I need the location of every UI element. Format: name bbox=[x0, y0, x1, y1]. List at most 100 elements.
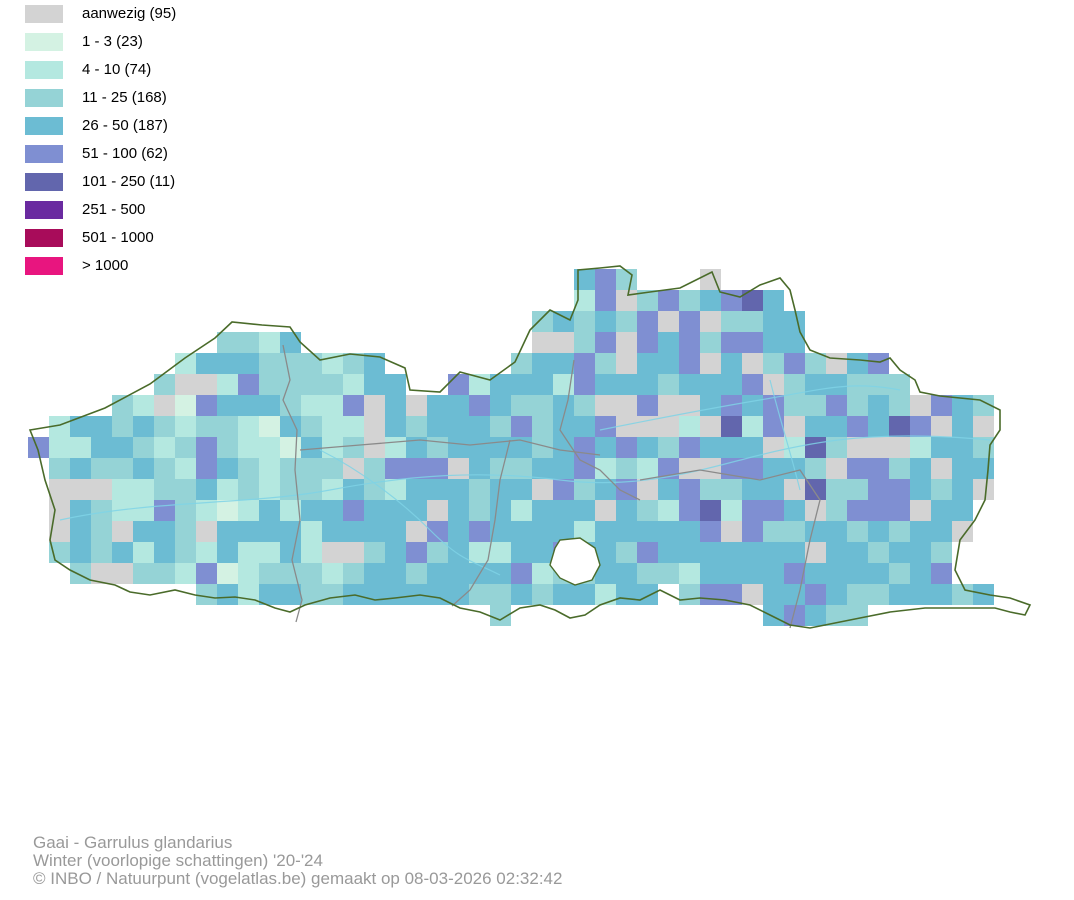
grid-cell bbox=[259, 416, 280, 437]
grid-cell bbox=[868, 500, 889, 521]
grid-cell bbox=[805, 605, 826, 626]
grid-cell bbox=[805, 521, 826, 542]
grid-cell bbox=[595, 584, 616, 605]
grid-cell bbox=[49, 458, 70, 479]
grid-cell bbox=[595, 479, 616, 500]
grid-cell bbox=[385, 521, 406, 542]
grid-cell bbox=[406, 500, 427, 521]
grid-cell bbox=[658, 437, 679, 458]
grid-cell bbox=[784, 374, 805, 395]
grid-cell bbox=[679, 542, 700, 563]
grid-cell bbox=[259, 332, 280, 353]
grid-cell bbox=[217, 353, 238, 374]
grid-cell bbox=[721, 353, 742, 374]
grid-cell bbox=[490, 584, 511, 605]
grid-cell bbox=[49, 521, 70, 542]
grid-cell bbox=[364, 563, 385, 584]
grid-cell bbox=[448, 416, 469, 437]
grid-cell bbox=[553, 416, 574, 437]
grid-cell bbox=[322, 500, 343, 521]
grid-cell bbox=[784, 563, 805, 584]
grid-cell bbox=[532, 542, 553, 563]
grid-cell bbox=[49, 479, 70, 500]
grid-cell bbox=[637, 500, 658, 521]
grid-cell bbox=[847, 458, 868, 479]
grid-cell bbox=[616, 542, 637, 563]
grid-cell bbox=[826, 563, 847, 584]
grid-cell bbox=[784, 395, 805, 416]
legend-label: 251 - 500 bbox=[82, 201, 146, 218]
grid-cell bbox=[490, 395, 511, 416]
grid-cell bbox=[448, 521, 469, 542]
grid-cell bbox=[112, 500, 133, 521]
grid-cell bbox=[322, 395, 343, 416]
grid-cell bbox=[826, 458, 847, 479]
grid-cell bbox=[259, 458, 280, 479]
distribution-map bbox=[28, 265, 1032, 629]
grid-cell bbox=[91, 521, 112, 542]
grid-cell bbox=[721, 332, 742, 353]
grid-cell bbox=[448, 479, 469, 500]
grid-cell bbox=[721, 437, 742, 458]
grid-cell bbox=[931, 416, 952, 437]
grid-cell bbox=[595, 521, 616, 542]
grid-cell bbox=[196, 437, 217, 458]
grid-cell bbox=[427, 542, 448, 563]
credit-line: © INBO / Natuurpunt (vogelatlas.be) gema… bbox=[33, 869, 563, 888]
grid-cell bbox=[847, 500, 868, 521]
grid-cell bbox=[826, 521, 847, 542]
grid-cell bbox=[70, 479, 91, 500]
grid-cell bbox=[658, 563, 679, 584]
grid-cell bbox=[679, 353, 700, 374]
grid-cell bbox=[259, 437, 280, 458]
grid-cell bbox=[469, 437, 490, 458]
grid-cell bbox=[658, 395, 679, 416]
grid-cell bbox=[742, 479, 763, 500]
grid-cell bbox=[217, 500, 238, 521]
grid-cell bbox=[154, 395, 175, 416]
grid-cell bbox=[217, 416, 238, 437]
grid-cell bbox=[679, 437, 700, 458]
grid-cell bbox=[637, 584, 658, 605]
grid-cell bbox=[217, 521, 238, 542]
grid-cell bbox=[763, 563, 784, 584]
grid-cell bbox=[805, 395, 826, 416]
grid-cell bbox=[553, 521, 574, 542]
grid-cell bbox=[784, 584, 805, 605]
grid-cell bbox=[637, 479, 658, 500]
grid-cell bbox=[301, 437, 322, 458]
grid-cell bbox=[616, 269, 637, 290]
grid-cell bbox=[133, 563, 154, 584]
grid-cell bbox=[700, 500, 721, 521]
grid-cell bbox=[532, 395, 553, 416]
grid-cell bbox=[280, 584, 301, 605]
grid-cell bbox=[175, 437, 196, 458]
grid-cell bbox=[721, 500, 742, 521]
grid-cell bbox=[700, 269, 721, 290]
grid-cell bbox=[154, 458, 175, 479]
grid-cell bbox=[847, 374, 868, 395]
grid-cell bbox=[280, 542, 301, 563]
grid-cell bbox=[616, 290, 637, 311]
grid-cell bbox=[238, 479, 259, 500]
grid-cell bbox=[343, 563, 364, 584]
grid-cell bbox=[301, 374, 322, 395]
grid-cell bbox=[343, 374, 364, 395]
grid-cell bbox=[574, 353, 595, 374]
province-border bbox=[451, 439, 511, 607]
grid-cell bbox=[469, 416, 490, 437]
grid-cell bbox=[343, 416, 364, 437]
grid-cell bbox=[721, 374, 742, 395]
grid-cell bbox=[406, 563, 427, 584]
grid-cell bbox=[910, 521, 931, 542]
grid-cell bbox=[679, 311, 700, 332]
grid-cell bbox=[238, 416, 259, 437]
legend-label: 51 - 100 (62) bbox=[82, 145, 168, 162]
grid-cell bbox=[784, 479, 805, 500]
grid-cell bbox=[301, 395, 322, 416]
grid-cell bbox=[637, 332, 658, 353]
grid-cell bbox=[616, 437, 637, 458]
grid-cell bbox=[217, 395, 238, 416]
grid-cell bbox=[889, 521, 910, 542]
grid-cell bbox=[301, 353, 322, 374]
